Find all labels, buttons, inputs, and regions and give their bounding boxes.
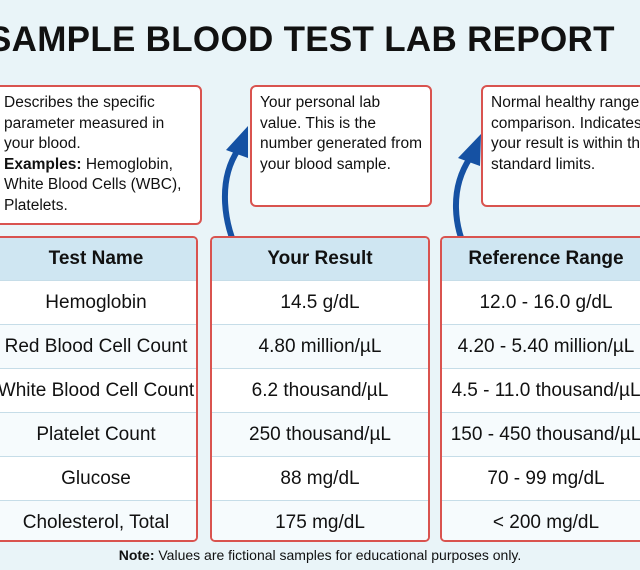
column-header: Test Name	[0, 238, 196, 280]
note: Note: Values are fictional samples for e…	[0, 547, 640, 563]
table-cell: 14.5 g/dL	[212, 280, 428, 324]
table-cell: Glucose	[0, 456, 196, 500]
table-cell: 4.5 - 11.0 thousand/µL	[442, 368, 640, 412]
callout: Normal healthy range for comparison. Ind…	[481, 85, 640, 207]
callout-text: Describes the specific parameter measure…	[4, 94, 165, 152]
table-cell: 150 - 450 thousand/µL	[442, 412, 640, 456]
table-cell: 175 mg/dL	[212, 500, 428, 540]
examples-label: Examples:	[4, 155, 82, 173]
callout-text: Normal healthy range for comparison. Ind…	[491, 94, 640, 173]
table-column: Reference Range 12.0 - 16.0 g/dL 4.20 - 5.…	[440, 236, 640, 542]
table-cell: 4.80 million/µL	[212, 324, 428, 368]
arrow-head	[458, 134, 481, 166]
title: SAMPLE BLOOD TEST LAB REPORT	[0, 20, 615, 59]
column-header: Your Result	[212, 238, 428, 280]
column-header: Reference Range	[442, 238, 640, 280]
table-cell: Cholesterol, Total	[0, 500, 196, 540]
table-column: Test Name Hemoglobin Red Blood Cell Count W…	[0, 236, 198, 542]
table-cell: Platelet Count	[0, 412, 196, 456]
arrow-head	[226, 126, 248, 158]
callout-text: Your personal lab value. This is the num…	[260, 94, 422, 173]
table-cell: Hemoglobin	[0, 280, 196, 324]
table-cell: Red Blood Cell Count	[0, 324, 196, 368]
table-cell: 6.2 thousand/µL	[212, 368, 428, 412]
table-cell: White Blood Cell Count	[0, 368, 196, 412]
examples-text: Hemoglobin, White Blood Cells (WBC), Pla…	[4, 155, 182, 214]
note-text: Values are fictional samples for educati…	[158, 547, 522, 563]
table-cell: < 200 mg/dL	[442, 500, 640, 540]
callout: Your personal lab value. This is the num…	[250, 85, 432, 207]
note-label: Note:	[118, 547, 155, 563]
table-cell: 70 - 99 mg/dL	[442, 456, 640, 500]
table-cell: 88 mg/dL	[212, 456, 428, 500]
callout: Describes the specific parameter measure…	[0, 85, 202, 225]
table-cell: 12.0 - 16.0 g/dL	[442, 280, 640, 324]
table-column: Your Result 14.5 g/dL 4.80 million/µL 6.2 t…	[210, 236, 430, 542]
table-cell: 250 thousand/µL	[212, 412, 428, 456]
table-cell: 4.20 - 5.40 million/µL	[442, 324, 640, 368]
